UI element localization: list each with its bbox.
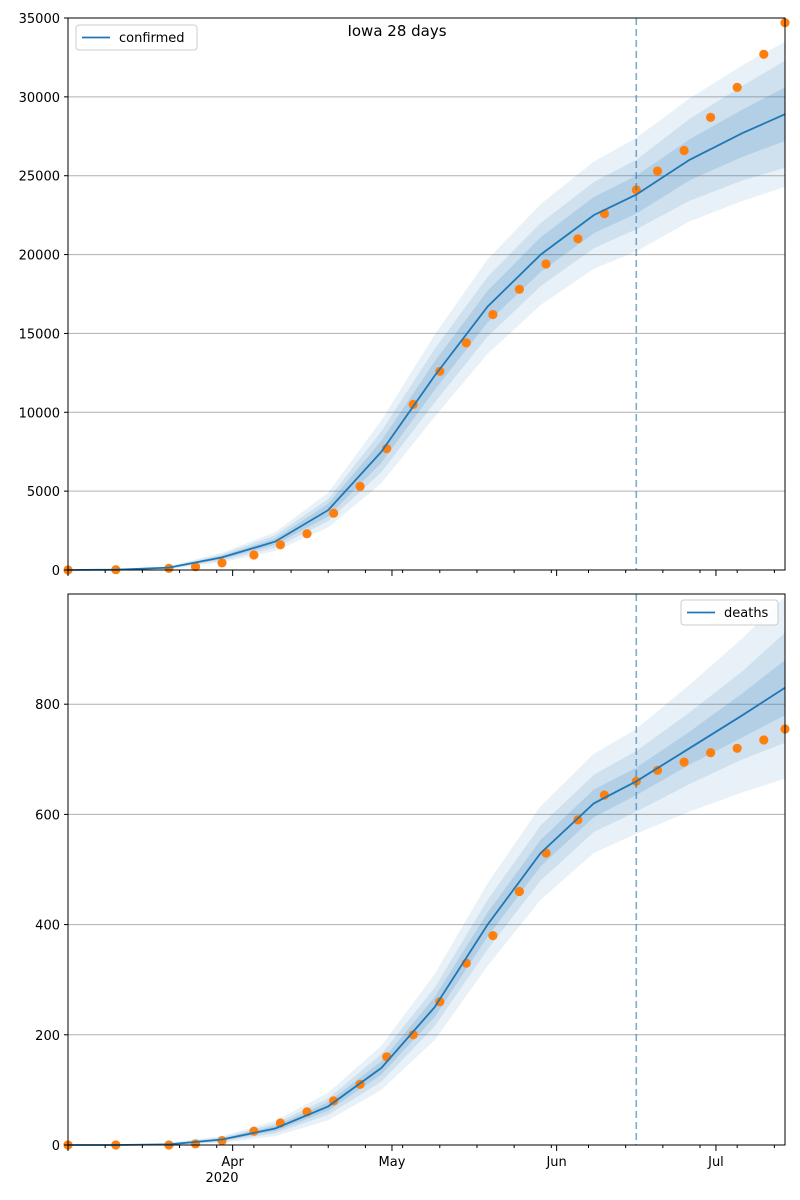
- confirmed-model-line: [67, 113, 786, 571]
- y-tick-label: 0: [52, 564, 60, 579]
- observed-point: [706, 748, 716, 758]
- y-tick-label: 15000: [19, 327, 60, 342]
- confirmed-legend-box: [75, 24, 198, 51]
- observed-point: [732, 743, 742, 753]
- observed-point: [249, 550, 259, 560]
- x-axis-year-label: 2020: [205, 1171, 238, 1186]
- confirmed-legend: confirmed: [75, 24, 198, 51]
- observed-point: [652, 166, 663, 176]
- y-tick-label: 600: [35, 808, 60, 823]
- observed-point: [541, 848, 551, 858]
- confirmed-x-ticks: [67, 570, 775, 576]
- uncertainty-band: [68, 41, 785, 570]
- confirmed-observed-points: [63, 18, 790, 575]
- observed-point: [488, 931, 498, 941]
- model-line: [67, 113, 786, 571]
- deaths-legend: deaths: [680, 599, 779, 626]
- observed-point: [275, 540, 285, 550]
- observed-point: [706, 112, 716, 122]
- y-tick-label: 25000: [19, 170, 60, 185]
- observed-point: [488, 309, 498, 320]
- observed-point: [435, 366, 445, 376]
- observed-point: [573, 234, 583, 244]
- month-label: Jul: [707, 1155, 724, 1170]
- uncertainty-band: [68, 60, 785, 570]
- confirmed-legend-label: confirmed: [119, 31, 185, 46]
- observed-point: [541, 259, 551, 269]
- confirmed-gridlines: [68, 96, 785, 492]
- observed-point: [190, 562, 201, 572]
- deaths-axes-frame: [67, 593, 786, 1146]
- observed-point: [759, 49, 769, 59]
- observed-point: [679, 757, 689, 767]
- month-label: May: [379, 1155, 406, 1170]
- observed-point: [461, 338, 471, 348]
- uncertainty-band: [68, 87, 785, 571]
- observed-point: [382, 1052, 392, 1062]
- confirmed-axes-frame: [67, 17, 786, 571]
- confirmed-uncertainty-bands: [68, 41, 785, 571]
- observed-point: [302, 529, 312, 539]
- y-tick-label: 30000: [19, 91, 60, 106]
- y-tick-label: 800: [35, 698, 60, 713]
- observed-point: [329, 508, 339, 518]
- observed-point: [190, 1139, 201, 1149]
- y-tick-label: 20000: [19, 249, 60, 264]
- deaths-gridlines: [68, 703, 785, 1036]
- y-tick-label: 200: [35, 1029, 60, 1044]
- y-tick-label: 5000: [27, 485, 60, 500]
- deaths-legend-label: deaths: [724, 606, 769, 621]
- observed-point: [514, 886, 525, 897]
- confirmed-panel: 0 5000 10000 15000 20000 25000 30000 35000 Iowa…: [19, 12, 790, 579]
- observed-point: [514, 284, 525, 294]
- observed-point: [408, 1030, 418, 1040]
- deaths-model-line: [68, 686, 786, 1146]
- uncertainty-band: [68, 596, 785, 1145]
- y-tick-label: 400: [35, 919, 60, 934]
- observed-point: [759, 735, 769, 745]
- model-line: [68, 686, 786, 1146]
- observed-point: [217, 558, 227, 568]
- confirmed-y-tick-labels: 0 5000 10000 15000 20000 25000 30000 35000: [19, 12, 68, 579]
- observed-point: [679, 145, 689, 156]
- month-label: Jun: [545, 1155, 566, 1170]
- observed-point: [573, 815, 583, 825]
- deaths-panel: 0 200 400 600 800 deaths: [35, 593, 790, 1154]
- x-axis-month-labels: Apr May Jun Jul: [221, 1155, 723, 1170]
- chart-title: Iowa 28 days: [347, 22, 446, 40]
- y-tick-label: 35000: [19, 12, 60, 27]
- observed-point: [652, 765, 663, 775]
- y-tick-label: 0: [52, 1139, 60, 1154]
- deaths-y-tick-labels: 0 200 400 600 800: [35, 698, 68, 1154]
- observed-point: [732, 82, 742, 92]
- deaths-uncertainty-bands: [68, 596, 785, 1145]
- observed-point: [355, 481, 365, 491]
- month-label: Apr: [221, 1155, 244, 1170]
- y-tick-label: 10000: [19, 406, 60, 421]
- deaths-x-ticks: [67, 1145, 775, 1151]
- deaths-legend-box: [680, 599, 779, 626]
